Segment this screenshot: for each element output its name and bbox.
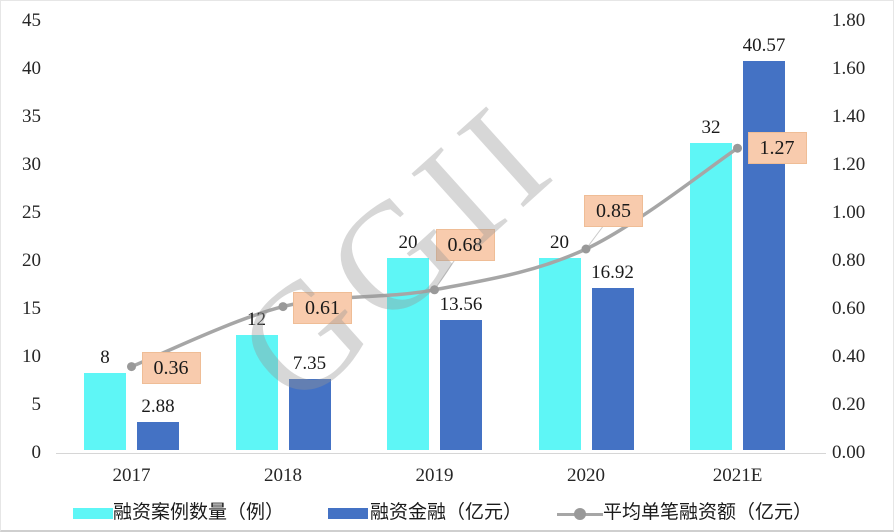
left-axis-tick-0: 0 <box>31 442 42 463</box>
average-funding-callout-2021E: 1.27 <box>747 132 807 165</box>
left-axis-tick-40: 40 <box>22 58 41 79</box>
left-axis-tick-15: 15 <box>22 298 41 319</box>
right-axis-tick-0.80: 0.80 <box>832 250 866 271</box>
right-axis-tick-0.00: 0.00 <box>832 442 866 463</box>
right-axis-tick-0.60: 0.60 <box>832 298 866 319</box>
category-axis-line <box>56 453 826 454</box>
cases-bar-2017 <box>84 373 126 450</box>
cases-value-label-2017: 8 <box>100 347 110 369</box>
legend-label-average: 平均单笔融资额（亿元） <box>603 502 813 523</box>
legend-label-cases: 融资案例数量（例） <box>113 502 285 523</box>
amount-value-label-2021E: 40.57 <box>742 34 786 56</box>
amount-value-label-2017: 2.88 <box>141 396 175 418</box>
left-axis-tick-5: 5 <box>31 394 42 415</box>
right-axis-tick-1.20: 1.20 <box>832 154 866 175</box>
category-label-2018: 2018 <box>264 465 302 486</box>
left-axis-tick-30: 30 <box>22 154 41 175</box>
right-axis-tick-1.00: 1.00 <box>832 202 866 223</box>
left-axis-tick-20: 20 <box>22 250 41 271</box>
right-axis-tick-1.40: 1.40 <box>832 106 866 127</box>
category-label-2021E: 2021E <box>712 465 763 486</box>
right-axis-tick-1.80: 1.80 <box>832 10 866 31</box>
right-axis-tick-1.60: 1.60 <box>832 58 866 79</box>
legend-marker-average <box>574 508 586 520</box>
cases-value-label-2021E: 32 <box>701 116 721 138</box>
left-axis-tick-45: 45 <box>22 10 41 31</box>
right-axis-tick-0.20: 0.20 <box>832 394 866 415</box>
left-axis-tick-10: 10 <box>22 346 41 367</box>
category-label-2019: 2019 <box>415 465 454 486</box>
category-label-2017: 2017 <box>112 465 151 486</box>
legend-label-amount: 融资金融（亿元） <box>370 502 523 523</box>
legend-swatch-amount <box>328 508 368 519</box>
amount-bar-2017 <box>137 422 179 450</box>
legend-swatch-cases <box>73 508 113 519</box>
right-axis-tick-0.40: 0.40 <box>832 346 866 367</box>
category-label-2020: 2020 <box>567 465 605 486</box>
amount-bar-2018 <box>288 379 331 450</box>
amount-bar-2021E <box>743 60 785 450</box>
left-axis-tick-25: 25 <box>22 202 41 223</box>
left-axis-tick-35: 35 <box>22 106 41 127</box>
